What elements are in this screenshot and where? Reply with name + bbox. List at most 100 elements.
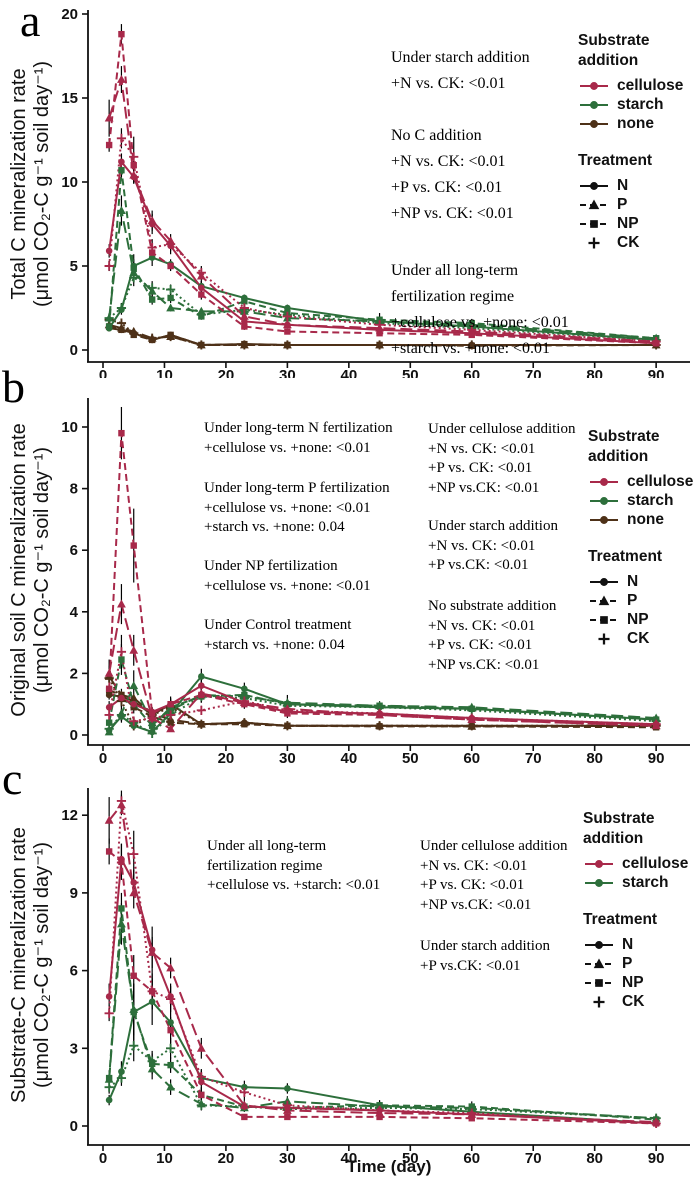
square-marker-icon (105, 848, 113, 855)
annotation-line: Under starch addition (391, 49, 530, 66)
plus-marker-icon (196, 268, 206, 278)
plus-marker-icon (374, 708, 385, 719)
annotation-line: +cellulose vs. +starch: <0.01 (207, 877, 381, 893)
annotation-block: Under cellulose addition +N vs. CK: <0.01… (428, 420, 575, 498)
plus-marker-icon (282, 311, 292, 321)
series-cellulose-CK (108, 135, 657, 343)
plus-marker-icon (282, 340, 292, 350)
annotation-line: Under starch addition (420, 938, 550, 954)
legend-title-substrate: addition (583, 830, 644, 847)
plus-marker-icon (116, 303, 127, 313)
square-marker-icon (241, 323, 248, 330)
triangle-marker-icon (196, 1043, 206, 1052)
circle-marker-icon (130, 879, 138, 886)
annotation-line: +starch vs. +none: <0.01 (391, 340, 551, 357)
y-tick-label: 3 (70, 1040, 78, 1057)
square-marker-icon (167, 262, 174, 270)
annotation-line: +P vs. CK: <0.01 (428, 460, 533, 476)
circle-marker-icon (118, 1068, 125, 1075)
annotation-line: Under NP fertilization (204, 558, 338, 574)
plus-marker-icon (467, 1108, 477, 1118)
annotation-line: fertilization regime (207, 857, 323, 874)
annotation-line: Under long-term P fertilization (204, 480, 390, 496)
triangle-marker-icon (129, 268, 139, 277)
plus-marker-icon (166, 1043, 176, 1053)
plus-marker-icon (147, 242, 157, 253)
triangle-marker-icon (588, 198, 600, 209)
x-tick-label: 50 (402, 1150, 419, 1167)
annotation-line: +P vs. CK: <0.01 (428, 637, 533, 653)
legend-item-N: N (578, 176, 683, 195)
plus-marker-icon (104, 710, 114, 720)
x-tick-label: 0 (99, 367, 107, 378)
series-cellulose-NP (108, 433, 657, 727)
legend-label: cellulose (627, 472, 694, 490)
plus-marker-icon (116, 318, 127, 328)
legend-item-CK: CK (588, 629, 693, 648)
triangle-marker-icon (129, 693, 139, 702)
annotation-line: +N vs. CK: <0.01 (428, 440, 536, 457)
legend-label: none (617, 114, 655, 132)
plus-marker-icon (598, 632, 610, 645)
square-marker-icon (148, 249, 156, 256)
legend-item-cellulose: cellulose (583, 854, 688, 873)
plus-marker-icon (166, 331, 176, 342)
plus-marker-icon (129, 328, 139, 338)
circle-marker-icon (595, 940, 603, 949)
plus-marker-icon (588, 236, 600, 249)
square-marker-icon (118, 905, 125, 912)
circle-marker-icon (105, 993, 113, 1000)
circle-marker-icon (580, 181, 608, 190)
panel-b-label: b (2, 361, 25, 412)
annotation-line: fertilization regime (391, 288, 515, 305)
legend-label: P (622, 954, 633, 972)
circle-marker-icon (105, 247, 113, 255)
triangle-marker-icon (166, 1082, 176, 1091)
square-marker-icon (468, 1115, 475, 1122)
triangle-marker-icon (147, 1064, 157, 1073)
annotation-line: +N vs. CK: <0.01 (428, 617, 536, 634)
series-none-P (108, 675, 657, 728)
annotation-line: +N vs. CK: <0.01 (428, 537, 536, 554)
legend-label: starch (617, 95, 664, 113)
none-marker-icon (580, 119, 608, 128)
square-marker-icon (167, 1026, 174, 1034)
square-marker-icon (198, 1091, 205, 1099)
x-tick-label: 70 (525, 1150, 542, 1167)
square-marker-icon (468, 331, 475, 339)
circle-marker-icon (585, 940, 613, 949)
plus-marker-icon (129, 849, 139, 859)
x-tick-label: 80 (586, 367, 603, 378)
x-tick-label: 40 (340, 1150, 357, 1167)
annotation-line: +P vs. CK: <0.01 (420, 877, 525, 893)
legend-item-starch: starch (583, 873, 688, 892)
square-marker-icon (590, 615, 618, 624)
circle-marker-icon (118, 694, 125, 702)
square-marker-icon (198, 691, 205, 699)
square-marker-icon (376, 330, 383, 337)
circle-marker-icon (600, 515, 608, 524)
square-marker-icon (468, 319, 475, 327)
panel-c-label: c (2, 753, 23, 804)
series-starch-NP (108, 170, 657, 340)
x-tick-label: 90 (648, 1150, 665, 1167)
square-marker-icon (585, 978, 613, 987)
legend-label: P (617, 195, 628, 213)
plus-marker-icon (129, 152, 139, 162)
x-axis-title: Time (day) (346, 1157, 432, 1176)
plus-marker-icon (147, 1056, 157, 1066)
series-cellulose-NP (108, 850, 657, 1125)
x-tick-label: 40 (340, 750, 357, 767)
triangle-marker-icon (129, 888, 139, 897)
x-tick-label: 30 (279, 367, 296, 378)
series-cellulose-N (108, 159, 657, 345)
legend-item-cellulose: cellulose (588, 472, 693, 491)
plus-marker-icon (116, 796, 127, 806)
legend-item-N: N (588, 572, 693, 591)
annotation-block: No C addition +N vs. CK: <0.01 +P vs. CK: … (391, 123, 514, 227)
y-tick-label: 0 (70, 727, 78, 744)
legend-item-none: none (578, 114, 683, 133)
circle-marker-icon (600, 496, 608, 505)
series-starch-P (108, 210, 657, 340)
legend-item-none: none (588, 510, 693, 529)
